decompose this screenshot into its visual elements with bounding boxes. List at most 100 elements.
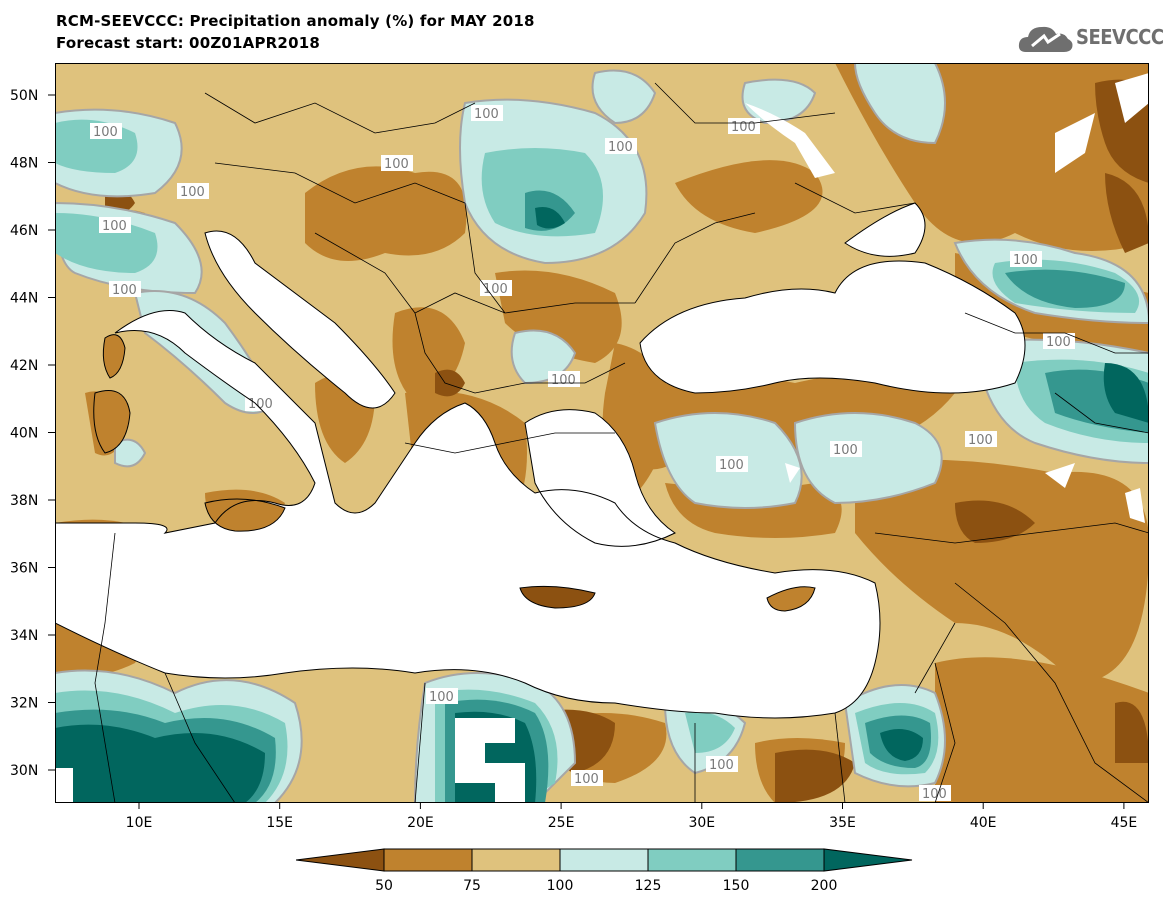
corsica bbox=[103, 334, 125, 378]
contour-label-16: 100 bbox=[716, 456, 748, 473]
contour-label-8: 100 bbox=[109, 281, 141, 298]
contour-label-4: 100 bbox=[605, 138, 637, 155]
legend-label: 150 bbox=[723, 878, 750, 894]
white-patch bbox=[1125, 488, 1145, 523]
lat-tick-label: 50N bbox=[10, 88, 38, 104]
legend-label: 125 bbox=[635, 878, 662, 894]
contour-label-19: 100 bbox=[571, 770, 603, 787]
svg-text:100: 100 bbox=[968, 433, 993, 448]
svg-text:100: 100 bbox=[474, 107, 499, 122]
cloud-logo-icon bbox=[1018, 26, 1073, 52]
legend-swatch-below bbox=[296, 848, 385, 872]
map-frame bbox=[55, 63, 1149, 803]
svg-text:100: 100 bbox=[180, 185, 205, 200]
legend-label: 75 bbox=[463, 878, 481, 894]
sicily bbox=[205, 499, 285, 532]
svg-text:100: 100 bbox=[93, 125, 118, 140]
svg-text:100: 100 bbox=[608, 140, 633, 155]
contour-label-14: 100 bbox=[965, 431, 997, 448]
contour-label-12: 100 bbox=[548, 371, 580, 388]
contour-label-17: 100 bbox=[426, 688, 458, 705]
lat-tick-label: 30N bbox=[10, 763, 38, 779]
contour-label-18: 100 bbox=[706, 756, 738, 773]
contour-label-7: 100 bbox=[99, 217, 131, 234]
contour-label-11: 100 bbox=[1043, 333, 1075, 350]
legend-label: 200 bbox=[811, 878, 838, 894]
lon-tick-label: 10E bbox=[126, 815, 153, 831]
svg-text:100: 100 bbox=[102, 219, 127, 234]
white-patch bbox=[455, 718, 525, 803]
legend-swatch-above bbox=[823, 848, 913, 872]
white-patch bbox=[55, 768, 73, 803]
contour-label-9: 100 bbox=[480, 280, 512, 297]
lon-tick-label: 40E bbox=[970, 815, 997, 831]
lat-tick-label: 48N bbox=[10, 156, 38, 172]
coastlines bbox=[55, 202, 1026, 719]
legend-label: 100 bbox=[547, 878, 574, 894]
contour-label-15: 100 bbox=[830, 441, 862, 458]
svg-text:100: 100 bbox=[551, 373, 576, 388]
forecast-start-label: Forecast start: 00Z01APR2018 bbox=[56, 34, 320, 52]
lon-tick-label: 25E bbox=[548, 815, 575, 831]
contour-label-10: 100 bbox=[1010, 251, 1042, 268]
seevccc-logo: SEEVCCC bbox=[1018, 22, 1164, 56]
color-legend: 50 75 100 125 150 200 bbox=[296, 848, 913, 894]
svg-text:100: 100 bbox=[112, 283, 137, 298]
legend-swatch bbox=[647, 848, 737, 872]
svg-text:100: 100 bbox=[719, 458, 744, 473]
islands bbox=[93, 334, 815, 611]
legend-swatch bbox=[735, 848, 825, 872]
precipitation-anomaly-map: 100 100 100 100 100 100 100 100 100 100 … bbox=[55, 63, 1149, 803]
contour-label-5: 100 bbox=[728, 118, 760, 135]
aegean-sea bbox=[525, 409, 675, 547]
white-patch bbox=[1055, 113, 1095, 173]
legend-swatch bbox=[471, 848, 561, 872]
latitude-axis: 50N 48N 46N 44N 42N 40N 38N 36N 34N 32N 30N bbox=[10, 88, 55, 779]
white-patch bbox=[845, 203, 925, 257]
lon-tick-label: 45E bbox=[1111, 815, 1138, 831]
svg-text:100: 100 bbox=[483, 282, 508, 297]
svg-text:100: 100 bbox=[384, 157, 409, 172]
black-sea bbox=[640, 261, 1025, 393]
contour-label-6: 100 bbox=[177, 183, 209, 200]
svg-text:100: 100 bbox=[731, 120, 756, 135]
contour-label-13: 100 bbox=[245, 395, 277, 412]
white-patch bbox=[1115, 73, 1149, 123]
svg-text:100: 100 bbox=[922, 787, 947, 802]
lat-tick-label: 32N bbox=[10, 696, 38, 712]
svg-text:100: 100 bbox=[574, 772, 599, 787]
sardinia bbox=[93, 390, 130, 453]
map-title: RCM-SEEVCCC: Precipitation anomaly (%) f… bbox=[56, 12, 535, 30]
contour-label-20: 100 bbox=[919, 785, 951, 802]
lon-tick-label: 15E bbox=[266, 815, 293, 831]
legend-label: 50 bbox=[375, 878, 393, 894]
legend-swatch bbox=[383, 848, 473, 872]
lat-tick-label: 44N bbox=[10, 291, 38, 307]
lat-tick-label: 42N bbox=[10, 358, 38, 374]
lat-tick-label: 38N bbox=[10, 493, 38, 509]
svg-text:100: 100 bbox=[1013, 253, 1038, 268]
crete bbox=[520, 586, 595, 608]
lon-tick-label: 35E bbox=[829, 815, 856, 831]
lon-tick-label: 20E bbox=[407, 815, 434, 831]
lon-tick-label: 30E bbox=[688, 815, 715, 831]
logo-text: SEEVCCC bbox=[1076, 25, 1164, 49]
lat-tick-label: 34N bbox=[10, 628, 38, 644]
lat-tick-label: 46N bbox=[10, 223, 38, 239]
svg-text:100: 100 bbox=[1046, 335, 1071, 350]
contour-label-3: 100 bbox=[381, 155, 413, 172]
white-patch bbox=[785, 463, 800, 483]
contour-label-2: 100 bbox=[471, 105, 503, 122]
svg-text:100: 100 bbox=[429, 690, 454, 705]
lat-tick-label: 36N bbox=[10, 561, 38, 577]
svg-text:100: 100 bbox=[709, 758, 734, 773]
adriatic-sea bbox=[205, 231, 395, 408]
longitude-axis: 10E 15E 20E 25E 30E 35E 40E 45E bbox=[126, 803, 1138, 831]
legend-swatch bbox=[559, 848, 649, 872]
contour-label-1: 100 bbox=[90, 123, 122, 140]
lat-tick-label: 40N bbox=[10, 426, 38, 442]
mediterranean-sea bbox=[55, 310, 880, 718]
svg-text:100: 100 bbox=[833, 443, 858, 458]
svg-text:100: 100 bbox=[248, 397, 273, 412]
sea-areas bbox=[55, 73, 1149, 803]
